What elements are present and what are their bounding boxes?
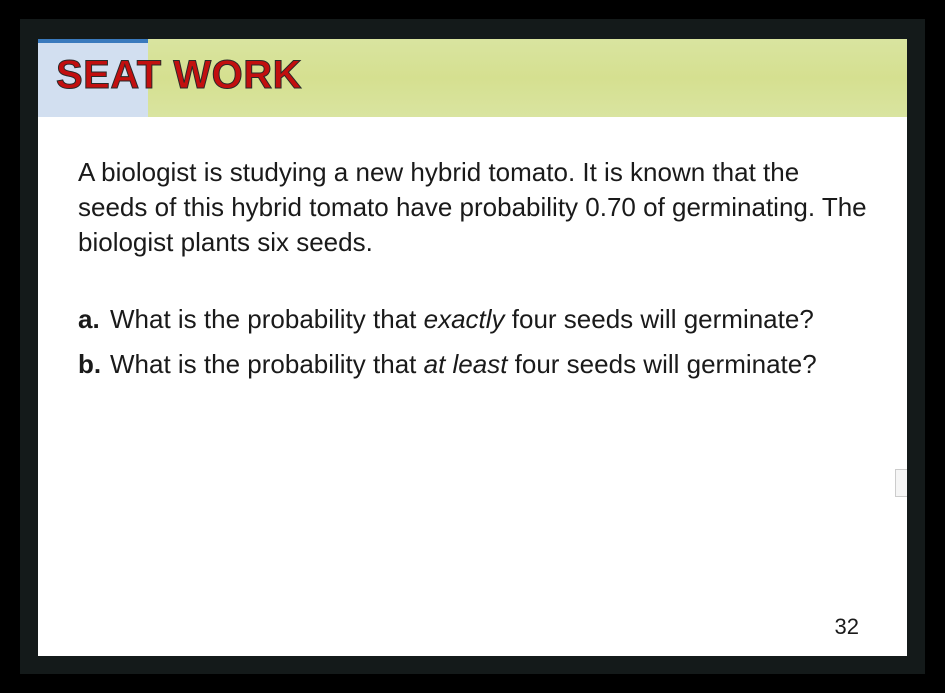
- question-text: What is the probability that exactly fou…: [110, 302, 867, 337]
- text-before: What is the probability that: [110, 349, 424, 379]
- question-text: What is the probability that at least fo…: [110, 347, 867, 382]
- intro-paragraph: A biologist is studying a new hybrid tom…: [78, 155, 867, 260]
- question-b: b. What is the probability that at least…: [78, 347, 867, 382]
- question-letter: a.: [78, 302, 110, 337]
- slide-title: SEAT WORK: [56, 53, 302, 98]
- text-after: four seeds will germinate?: [507, 349, 816, 379]
- question-letter: b.: [78, 347, 110, 382]
- slide-frame: SEAT WORK A biologist is studying a new …: [20, 19, 925, 674]
- presentation-slide: SEAT WORK A biologist is studying a new …: [38, 39, 907, 656]
- side-tab[interactable]: [895, 469, 907, 497]
- emphasis: exactly: [424, 304, 505, 334]
- title-bar: SEAT WORK: [38, 39, 907, 117]
- title-accent-line: [38, 39, 148, 43]
- text-before: What is the probability that: [110, 304, 424, 334]
- slide-content: A biologist is studying a new hybrid tom…: [38, 117, 907, 382]
- emphasis: at least: [424, 349, 508, 379]
- page-number: 32: [835, 614, 859, 640]
- text-after: four seeds will germinate?: [505, 304, 814, 334]
- question-a: a. What is the probability that exactly …: [78, 302, 867, 337]
